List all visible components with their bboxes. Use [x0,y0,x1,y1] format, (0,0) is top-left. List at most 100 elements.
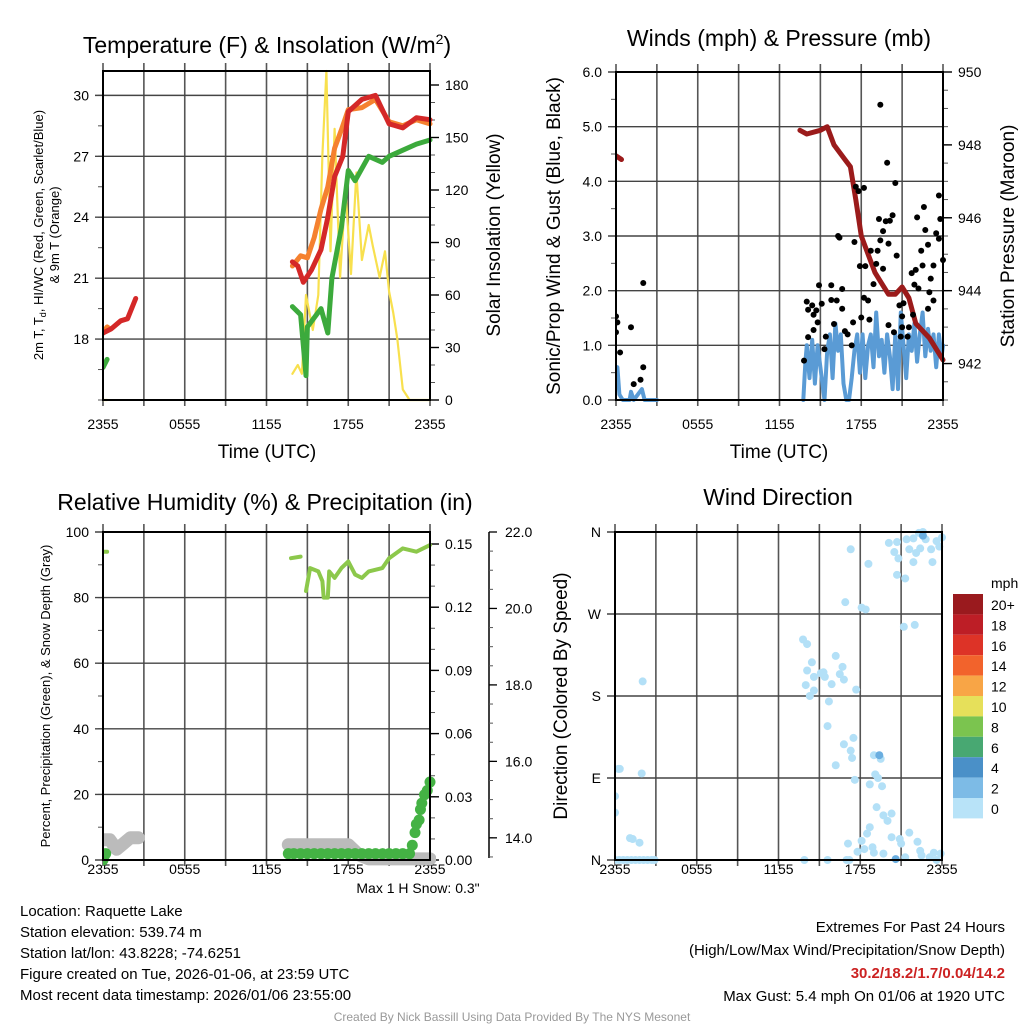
snow-tick-label: 18.0 [505,677,532,693]
gust-point [809,302,816,309]
gust-point [935,192,942,199]
speed-colorbar-legend: mph 20+ 18 16 14 12 10 8 6 4 2 0 [953,575,1018,819]
wind-direction-2-4-mph-point [875,751,884,760]
x-tick-label: 2355 [927,416,958,432]
wind-direction-0-2-mph-point [893,570,902,579]
legend-swatch [953,716,983,737]
gust-point [935,235,942,242]
wind-direction-0-2-mph-point [628,835,637,844]
right-tick-label: 944 [958,283,982,299]
gust-point [919,262,926,269]
wind-speed-line [616,365,659,402]
wind-panel: 0.0 1.0 2.0 3.0 4.0 5.0 6.0 942 944 946 948 950 2355… [583,64,982,432]
2m-t-line [289,92,433,285]
x-tick-label: 2355 [926,861,957,877]
left-tick-label: 80 [73,590,89,606]
left-tick-label: 3.0 [583,228,603,244]
wind-direction-0-2-mph-point [910,620,919,629]
gust-point [848,342,855,349]
gust-point [920,204,927,211]
precipitation-point [416,797,428,809]
latlon-text: Station lat/lon: 43.8228; -74.6251 [20,945,242,962]
legend-swatch [953,675,983,696]
temp-right-axis-label: Solar Insolation (Yellow) [484,133,505,336]
right-tick-label: 120 [445,182,469,198]
gust-point [884,159,891,166]
gust-point [908,270,915,277]
wind-direction-0-2-mph-point [853,847,862,856]
gust-point [926,289,933,296]
dir-panel-title: Wind Direction [703,484,853,510]
precipitation-point [406,839,418,851]
gust-point [831,321,837,328]
legend-label: 10 [991,699,1007,715]
left-tick-label: S [592,688,601,704]
wind-direction-0-2-mph-point [805,692,814,700]
left-tick-label: 40 [73,721,89,737]
left-tick-label: 2.0 [583,283,603,299]
x-tick-label: 1155 [251,861,281,877]
gust-point [918,247,925,254]
station-pressure-line [797,124,946,363]
temp-x-axis-label: Time (UTC) [218,442,317,463]
legend-label: 14 [991,658,1007,674]
solar-insolation-line [291,69,432,402]
gust-point [814,319,821,326]
gust-point [911,281,918,288]
gust-point [821,346,828,353]
gust-point [886,217,893,224]
gust-point [858,314,865,321]
left-tick-label: 30 [73,87,89,103]
gust-point [813,307,820,314]
x-tick-label: 1755 [845,861,876,877]
gust-point [877,101,884,108]
gust-point [897,333,904,340]
wind-direction-0-2-mph-point [905,545,914,554]
wind-direction-0-2-mph-point [899,622,908,631]
gust-point [885,322,892,329]
rh-panel-title: Relative Humidity (%) & Precipitation (i… [57,489,472,515]
gust-point [873,260,880,267]
temp-series-group [103,69,433,402]
legend-swatch [953,655,983,676]
wind-direction-0-2-mph-point [819,668,828,677]
gust-point [880,228,887,235]
left-tick-label: 18 [73,331,89,347]
snow-depth-line [103,831,145,856]
gust-point [914,214,921,221]
gust-point [900,300,907,307]
gust-point [927,275,934,282]
wind-direction-0-2-mph-point [809,686,818,695]
x-tick-label: 2355 [87,416,118,432]
wind-direction-0-2-mph-point [615,764,624,773]
temp-panel-title: Temperature (F) & Insolation (W/m2) [83,31,451,58]
elevation-text: Station elevation: 539.74 m [20,924,202,941]
wind-direction-0-2-mph-point [635,838,644,847]
wind-direction-0-2-mph-point [857,836,866,845]
wind-direction-0-2-mph-point [638,677,647,686]
left-tick-label: 100 [66,524,90,540]
legend-swatch [953,594,983,615]
gust-point [870,281,877,288]
wind-direction-0-2-mph-point [839,675,848,684]
gust-point [922,226,929,233]
wind-series-group [616,101,946,402]
x-tick-label: 1155 [764,416,794,432]
wind-direction-0-2-mph-point [831,761,840,770]
right-tick-label: 0 [445,392,453,408]
gust-point [866,316,873,323]
left-tick-label: 5.0 [583,119,603,135]
plot-frame [102,70,431,401]
wind-direction-0-2-mph-point [879,811,888,820]
snow-tick-label: 22.0 [505,524,532,540]
legend-label: 2 [991,781,999,797]
left-tick-label: 21 [73,270,89,286]
gust-point [640,280,647,287]
wind-direction-0-2-mph-point [868,843,877,852]
gust-point [828,296,835,303]
wind-direction-0-2-mph-point [839,740,848,749]
wind-direction-0-2-mph-point [843,839,852,848]
2m-t-line [103,296,139,336]
wind-panel-title: Winds (mph) & Pressure (mb) [627,25,931,51]
right-tick-label: 0.09 [445,662,472,678]
